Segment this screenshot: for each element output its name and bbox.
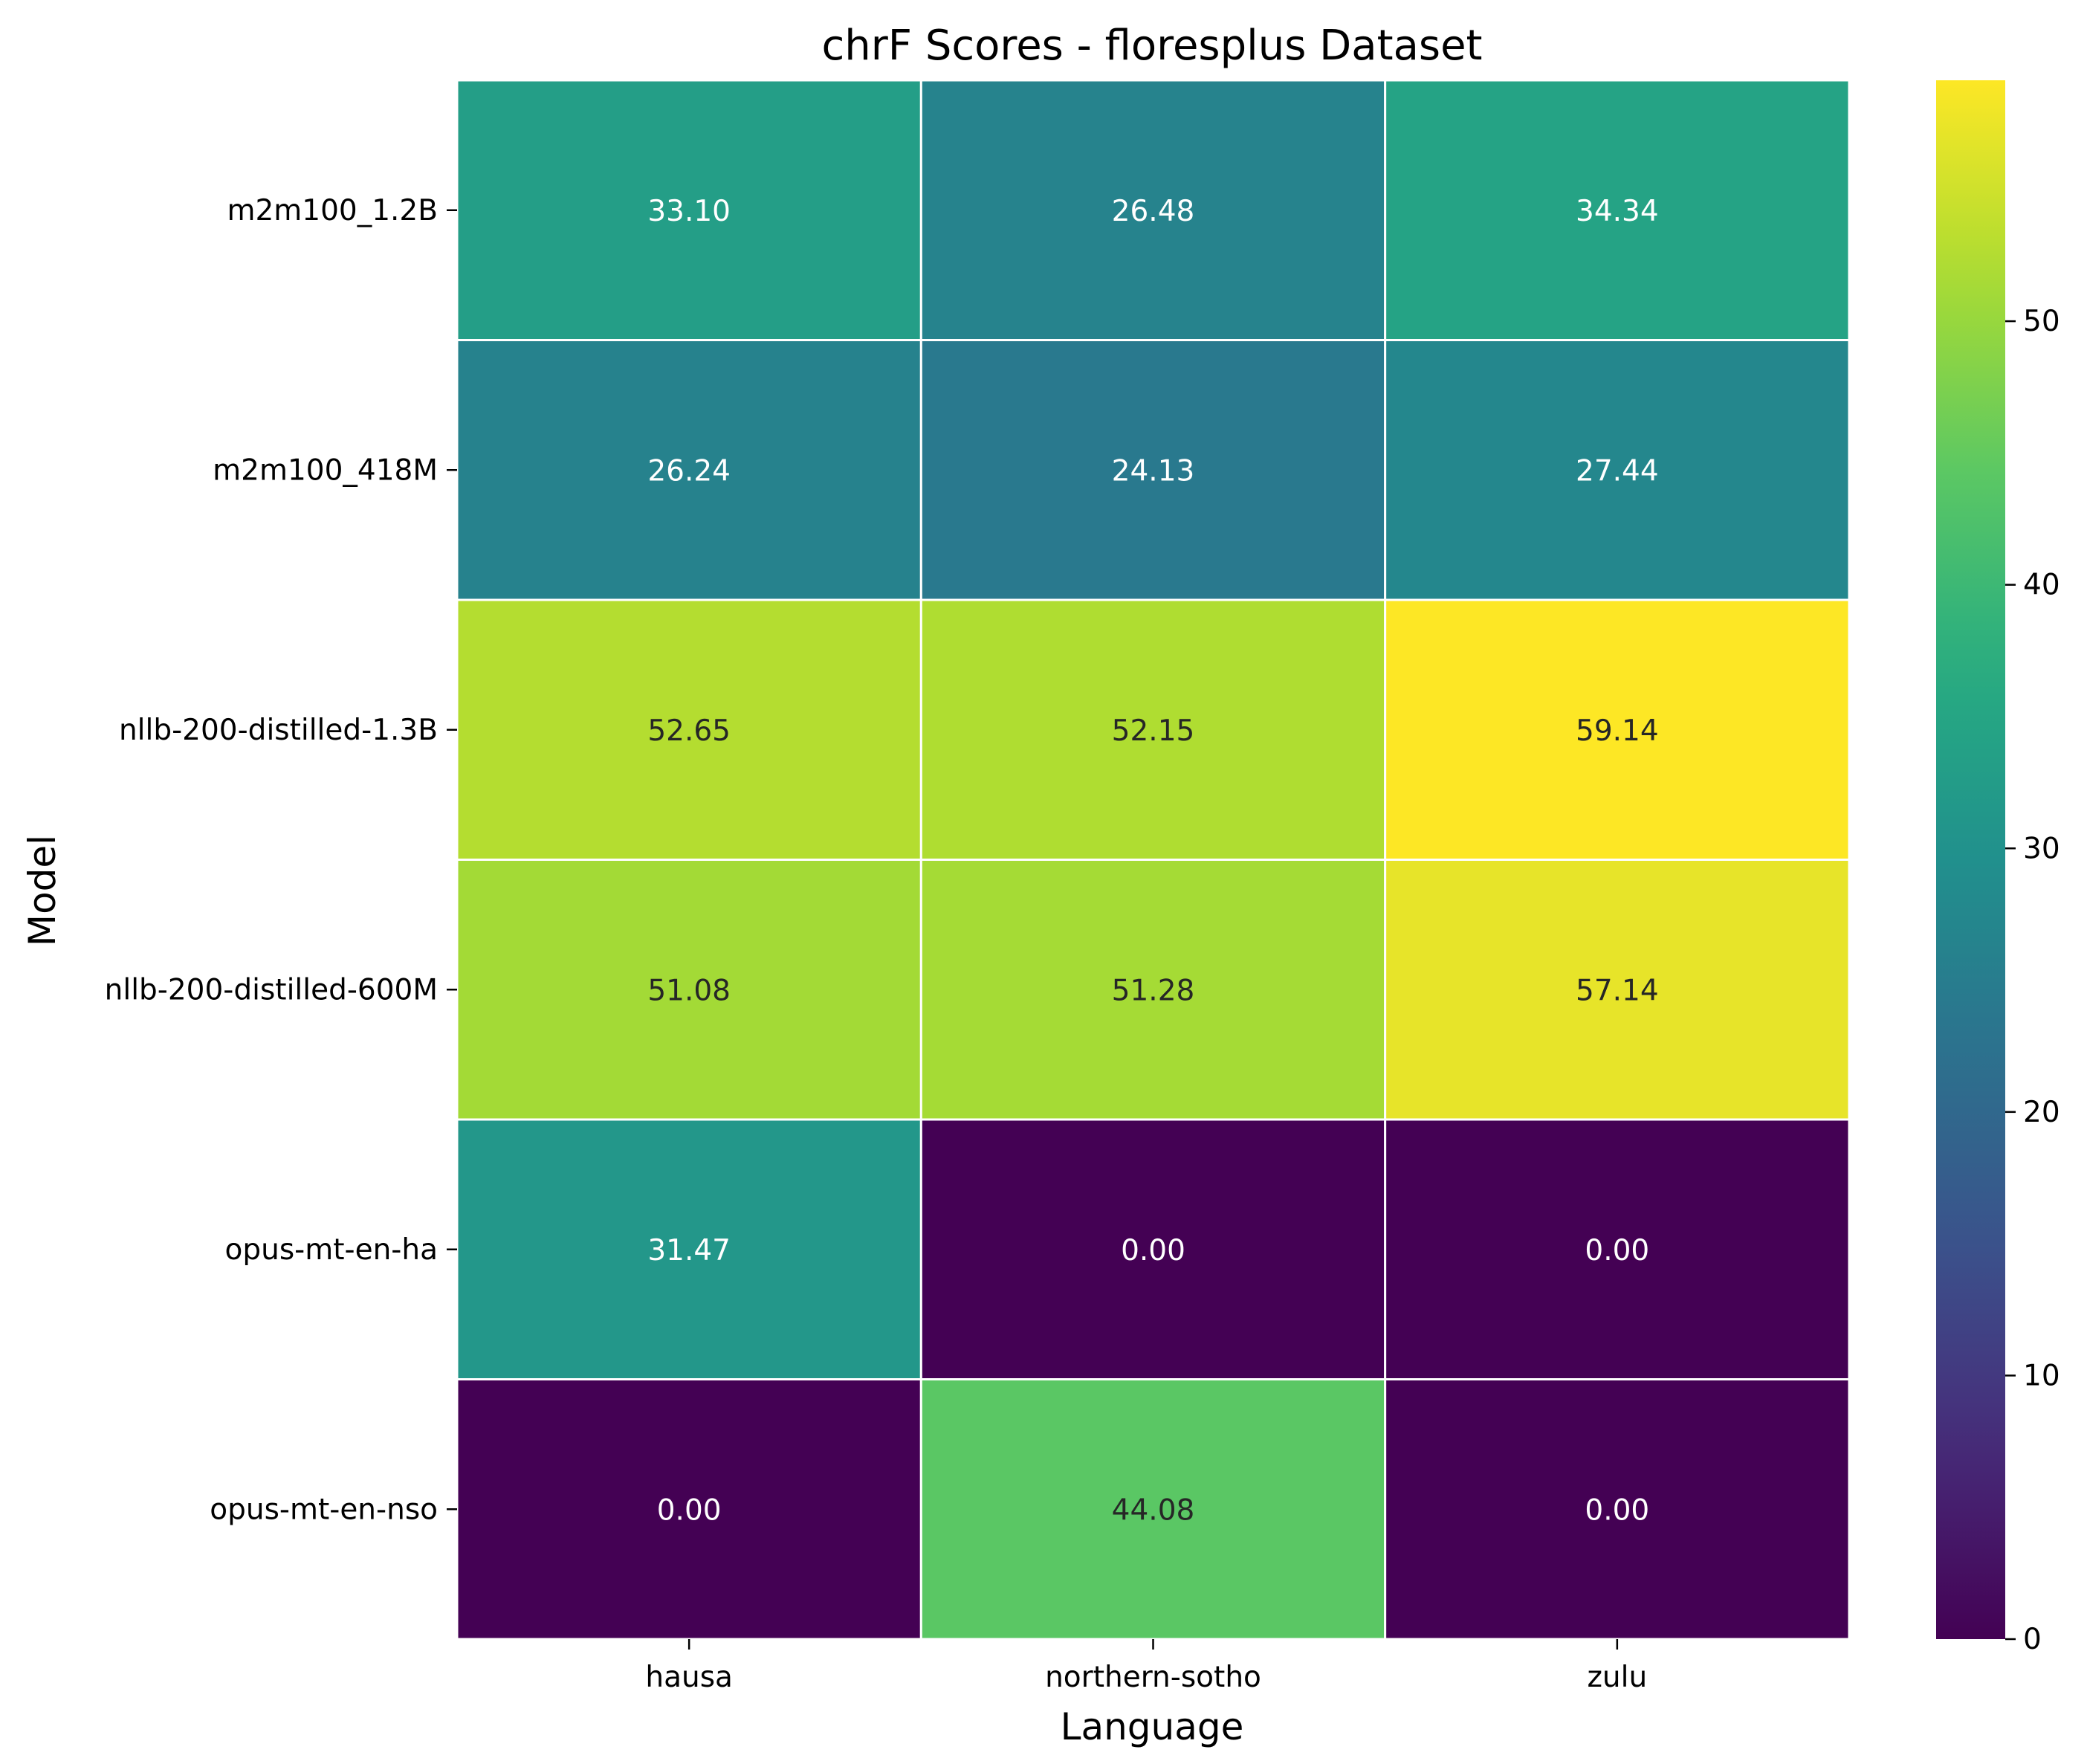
heatmap-cell bbox=[456, 339, 922, 601]
x-tick-label: northern-sotho bbox=[1045, 1661, 1261, 1694]
y-tick-label: opus-mt-en-ha bbox=[225, 1233, 438, 1267]
heatmap-cell bbox=[456, 598, 922, 861]
heatmap-cell bbox=[919, 79, 1387, 341]
x-tick-label: zulu bbox=[1587, 1661, 1647, 1694]
heatmap-cell bbox=[456, 859, 922, 1121]
heatmap-cell bbox=[919, 598, 1387, 861]
cell-value-label: 27.44 bbox=[1576, 454, 1659, 488]
cell-value-label: 57.14 bbox=[1576, 974, 1659, 1007]
colorbar-gradient bbox=[1936, 80, 2005, 1639]
colorbar-tick-label: 50 bbox=[2023, 305, 2060, 338]
cell-value-label: 51.28 bbox=[1112, 974, 1195, 1007]
cell-value-label: 31.47 bbox=[647, 1234, 731, 1267]
heatmap-cell bbox=[1384, 1378, 1851, 1641]
heatmap-cells: 33.10 26.48 34.34 26.24 24.13 27.44 52.65 52.15… bbox=[456, 79, 1851, 1641]
chart-title: chrF Scores - floresplus Dataset bbox=[822, 22, 1483, 70]
y-tick-label: nllb-200-distilled-600M bbox=[105, 973, 438, 1007]
heatmap-cell bbox=[919, 1378, 1387, 1641]
y-axis-label: Model bbox=[21, 835, 64, 946]
colorbar-tick-label: 30 bbox=[2023, 832, 2060, 865]
heatmap-cell bbox=[1384, 339, 1851, 601]
cell-value-label: 59.14 bbox=[1576, 714, 1659, 748]
x-axis-ticks: hausa northern-sotho zulu bbox=[645, 1639, 1647, 1694]
heatmap-cell bbox=[456, 1118, 922, 1380]
y-tick-label: nllb-200-distilled-1.3B bbox=[119, 714, 438, 747]
cell-value-label: 0.00 bbox=[1121, 1234, 1185, 1267]
cell-value-label: 51.08 bbox=[647, 974, 731, 1007]
colorbar: 0 10 20 30 40 50 bbox=[1936, 80, 2060, 1656]
cell-value-label: 52.65 bbox=[647, 714, 731, 748]
cell-value-label: 34.34 bbox=[1576, 195, 1659, 228]
x-axis-label: Language bbox=[1061, 1705, 1244, 1748]
heatmap-cell bbox=[919, 339, 1387, 601]
heatmap-cell bbox=[1384, 1118, 1851, 1380]
cell-value-label: 26.24 bbox=[647, 454, 731, 488]
colorbar-tick-label: 0 bbox=[2023, 1623, 2042, 1656]
cell-value-label: 0.00 bbox=[1585, 1234, 1649, 1267]
y-tick-label: m2m100_1.2B bbox=[227, 194, 438, 227]
colorbar-tick-label: 10 bbox=[2023, 1359, 2060, 1392]
x-tick-label: hausa bbox=[645, 1661, 733, 1694]
cell-value-label: 0.00 bbox=[1585, 1493, 1649, 1527]
cell-value-label: 44.08 bbox=[1112, 1493, 1195, 1527]
colorbar-tick-label: 40 bbox=[2023, 569, 2060, 602]
heatmap-cell bbox=[919, 1118, 1387, 1380]
cell-value-label: 24.13 bbox=[1112, 454, 1195, 488]
cell-value-label: 0.00 bbox=[657, 1493, 722, 1527]
colorbar-tick-label: 20 bbox=[2023, 1096, 2060, 1129]
y-tick-label: opus-mt-en-nso bbox=[210, 1493, 438, 1526]
heatmap-cell bbox=[456, 79, 922, 341]
heatmap-cell bbox=[1384, 79, 1851, 341]
heatmap-cell bbox=[1384, 859, 1851, 1121]
cell-value-label: 52.15 bbox=[1112, 714, 1195, 748]
cell-value-label: 26.48 bbox=[1112, 195, 1195, 228]
y-tick-label: m2m100_418M bbox=[213, 453, 438, 487]
y-axis-ticks: m2m100_1.2B m2m100_418M nllb-200-distilled… bbox=[105, 194, 457, 1526]
cell-value-label: 33.10 bbox=[647, 195, 731, 228]
